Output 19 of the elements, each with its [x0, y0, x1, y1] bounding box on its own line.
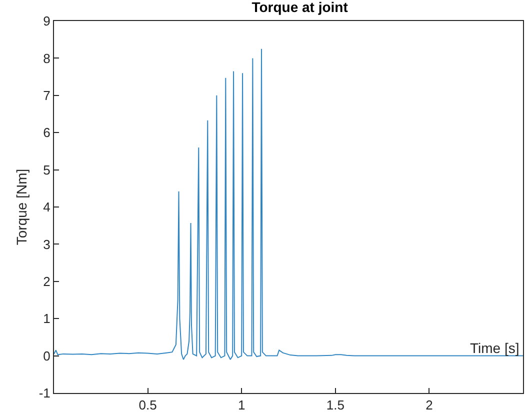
x-tick-label: 1.5	[326, 398, 344, 413]
x-tick-label: 1	[238, 398, 246, 413]
y-tick-label: 0	[43, 348, 50, 364]
y-tick-label: 1	[43, 311, 50, 326]
y-tick-label: 7	[43, 88, 50, 103]
y-tick-label: 2	[43, 274, 50, 289]
line-series	[54, 48, 523, 360]
y-tick-label: 4	[43, 200, 50, 215]
chart-title: Torque at joint	[252, 0, 348, 15]
x-tick-label: 2	[426, 398, 433, 413]
y-tick-label: 5	[43, 162, 50, 178]
y-tick-label: 6	[43, 125, 50, 140]
y-tick-label: -1	[38, 386, 50, 401]
x-axis-title: Time [s]	[470, 340, 520, 356]
x-tick-label: 0.5	[138, 398, 157, 413]
y-tick-label: 3	[43, 236, 50, 252]
y-axis-title: Torque [Nm]	[13, 168, 30, 246]
y-tick-label: 9	[43, 14, 50, 29]
y-tick-label: 8	[43, 50, 50, 66]
